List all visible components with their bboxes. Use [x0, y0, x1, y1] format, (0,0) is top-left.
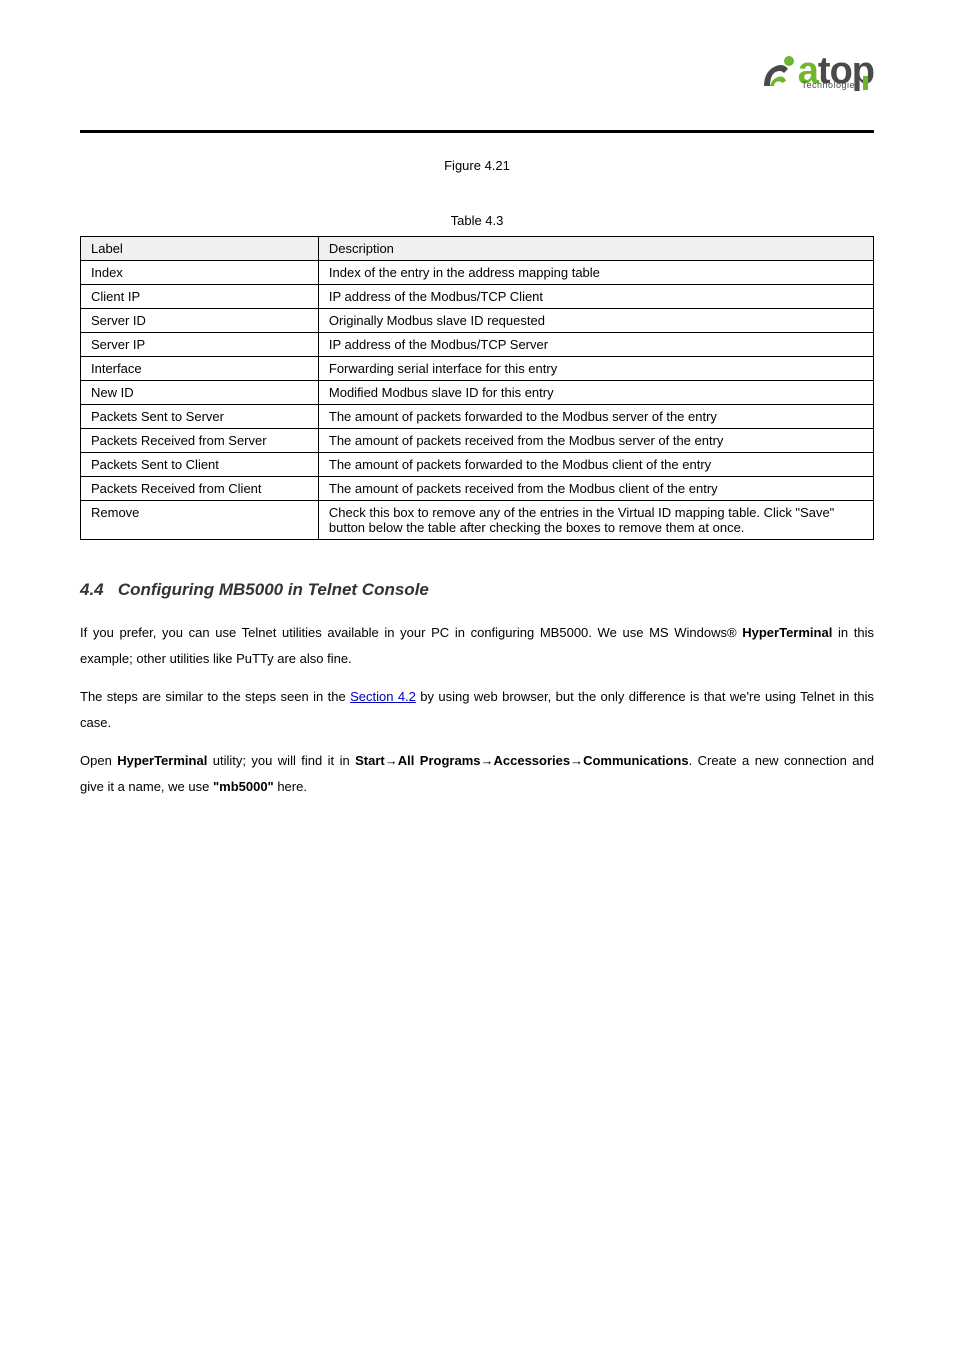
- table-cell-label: Packets Sent to Server: [81, 405, 319, 429]
- para3-quoted: "mb5000": [213, 779, 274, 794]
- table-cell-desc: IP address of the Modbus/TCP Client: [318, 285, 873, 309]
- table-row: Client IP IP address of the Modbus/TCP C…: [81, 285, 874, 309]
- table-cell-desc: Forwarding serial interface for this ent…: [318, 357, 873, 381]
- logo-mark-icon: [756, 51, 798, 93]
- table-cell-label: Packets Sent to Client: [81, 453, 319, 477]
- table-row: Remove Check this box to remove any of t…: [81, 501, 874, 540]
- para2-text-a: The steps are similar to the steps seen …: [80, 689, 350, 704]
- para3-bold-b: HyperTerminal: [117, 753, 207, 768]
- para1-text-a: If you prefer, you can use Telnet utilit…: [80, 625, 742, 640]
- header-divider: [80, 130, 874, 133]
- table-cell-desc: Check this box to remove any of the entr…: [318, 501, 873, 540]
- table-cell-desc: Originally Modbus slave ID requested: [318, 309, 873, 333]
- table-cell-label: Index: [81, 261, 319, 285]
- table-cell-desc: The amount of packets received from the …: [318, 477, 873, 501]
- para3-text-c: utility; you will find it in: [207, 753, 355, 768]
- table-cell-desc: IP address of the Modbus/TCP Server: [318, 333, 873, 357]
- table-cell-label: Client IP: [81, 285, 319, 309]
- para1-bold: HyperTerminal: [742, 625, 832, 640]
- table-row: Packets Received from Server The amount …: [81, 429, 874, 453]
- table-caption: Table 4.3: [80, 213, 874, 228]
- table-cell-label: Server ID: [81, 309, 319, 333]
- paragraph-3: Open HyperTerminal utility; you will fin…: [80, 748, 874, 800]
- table-cell-desc: The amount of packets received from the …: [318, 429, 873, 453]
- paragraph-2: The steps are similar to the steps seen …: [80, 684, 874, 736]
- table-row: Packets Received from Client The amount …: [81, 477, 874, 501]
- para3-text-g: here.: [274, 779, 307, 794]
- table-row: Server IP IP address of the Modbus/TCP S…: [81, 333, 874, 357]
- logo: atop Technologies: [756, 50, 874, 93]
- table-row: Packets Sent to Client The amount of pac…: [81, 453, 874, 477]
- mapping-table: Label Description Index Index of the ent…: [80, 236, 874, 540]
- table-cell-label: Packets Received from Client: [81, 477, 319, 501]
- table-header-row: Label Description: [81, 237, 874, 261]
- table-cell-label: Interface: [81, 357, 319, 381]
- table-cell-desc: Modified Modbus slave ID for this entry: [318, 381, 873, 405]
- para3-text-a: Open: [80, 753, 117, 768]
- table-cell-label: Remove: [81, 501, 319, 540]
- table-cell-label: New ID: [81, 381, 319, 405]
- section-link[interactable]: Section 4.2: [350, 689, 416, 704]
- table-header-label: Label: [81, 237, 319, 261]
- table-header-description: Description: [318, 237, 873, 261]
- table-cell-desc: Index of the entry in the address mappin…: [318, 261, 873, 285]
- table-row: Index Index of the entry in the address …: [81, 261, 874, 285]
- table-row: Interface Forwarding serial interface fo…: [81, 357, 874, 381]
- table-cell-label: Server IP: [81, 333, 319, 357]
- logo-subtext: Technologies: [801, 80, 860, 90]
- table-cell-desc: The amount of packets forwarded to the M…: [318, 405, 873, 429]
- para3-bold-d: Start→All Programs→Accessories→Communica…: [355, 753, 688, 768]
- paragraph-1: If you prefer, you can use Telnet utilit…: [80, 620, 874, 672]
- section-title: Configuring MB5000 in Telnet Console: [118, 580, 429, 599]
- table-row: New ID Modified Modbus slave ID for this…: [81, 381, 874, 405]
- table-row: Server ID Originally Modbus slave ID req…: [81, 309, 874, 333]
- logo-accent-bar: [863, 76, 868, 90]
- section-heading: 4.4 Configuring MB5000 in Telnet Console: [80, 580, 874, 600]
- table-row: Packets Sent to Server The amount of pac…: [81, 405, 874, 429]
- table-cell-desc: The amount of packets forwarded to the M…: [318, 453, 873, 477]
- section-number: 4.4: [80, 580, 104, 599]
- figure-caption: Figure 4.21: [80, 158, 874, 173]
- table-cell-label: Packets Received from Server: [81, 429, 319, 453]
